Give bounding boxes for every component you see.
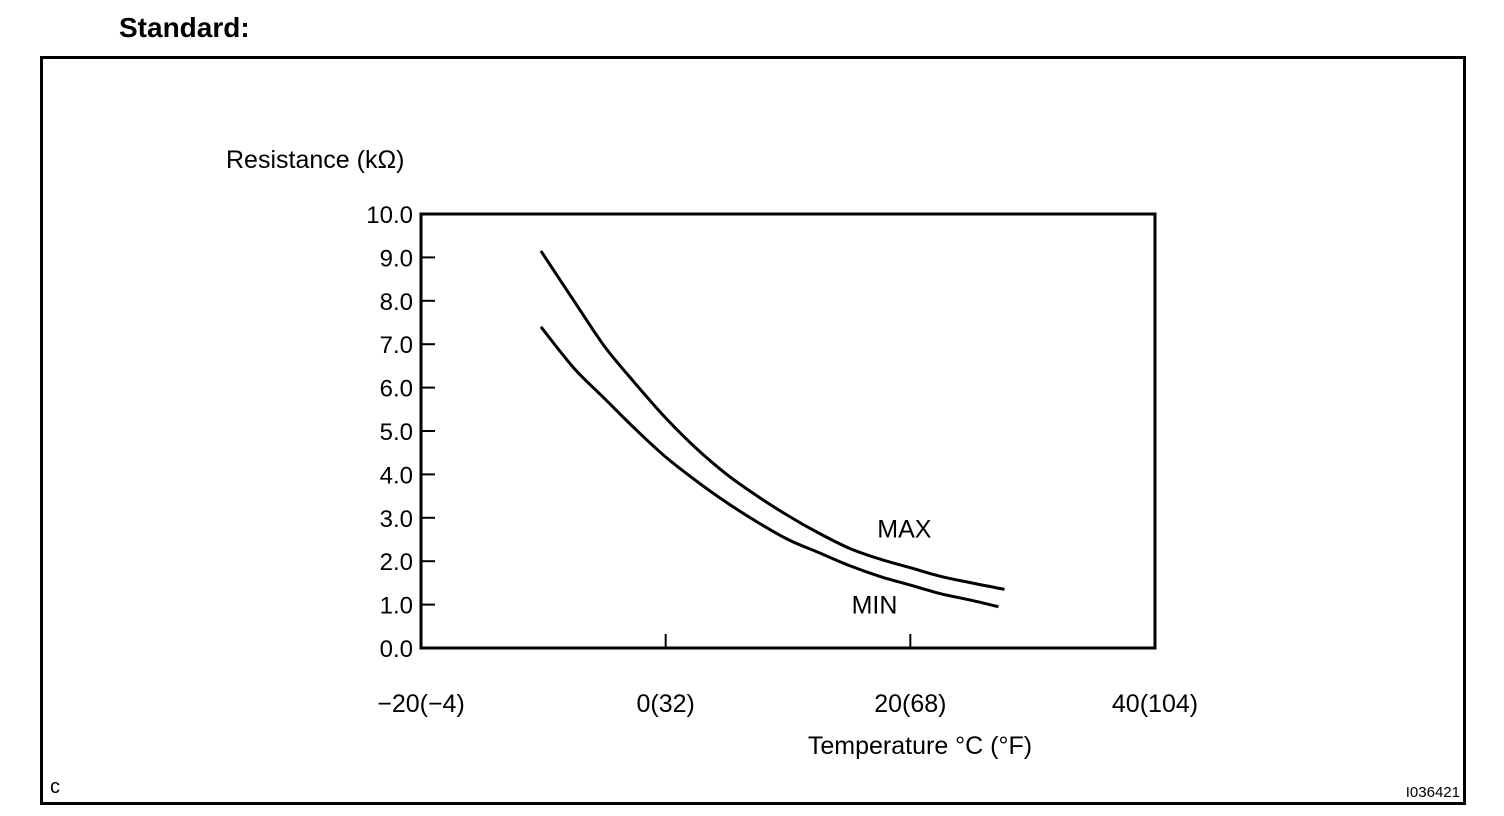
y-tick-label: 4.0 [380, 462, 413, 489]
y-tick-label: 10.0 [366, 202, 413, 229]
y-tick-label: 9.0 [380, 245, 413, 272]
x-tick-label: 40(104) [1112, 690, 1198, 718]
y-tick-label: 2.0 [380, 549, 413, 576]
y-tick-label: 7.0 [380, 332, 413, 359]
series-label-max: MAX [877, 516, 932, 544]
y-tick-label: 5.0 [380, 419, 413, 446]
figure-id: I036421 [1405, 784, 1460, 801]
page-heading: Standard: [119, 12, 250, 43]
series-line-min [539, 325, 999, 609]
x-tick-label: −20(−4) [377, 690, 465, 718]
x-tick-label: 0(32) [636, 690, 694, 718]
y-tick-label: 3.0 [380, 506, 413, 533]
y-tick-label: 0.0 [380, 636, 413, 663]
y-tick-label: 8.0 [380, 289, 413, 316]
series-label-min: MIN [852, 592, 898, 620]
annotations-group: MAX MIN [852, 516, 932, 620]
x-tick-label: 20(68) [874, 690, 946, 718]
series-line-max [539, 250, 1005, 591]
y-tick-label: 1.0 [380, 593, 413, 620]
x-axis-ticks: −20(−4) 0(32) 20(68) 40(104) [377, 634, 1198, 718]
chart-frame [40, 56, 1466, 805]
y-tick-label: 6.0 [380, 376, 413, 403]
series-group [539, 250, 1005, 609]
y-axis-ticks: 0.0 1.0 2.0 3.0 4.0 5.0 6.0 7.0 8.0 9.0 10.0 [366, 202, 435, 663]
x-axis-label: Temperature °C (°F) [808, 732, 1032, 760]
figure-letter: c [50, 776, 60, 798]
plot-area [419, 212, 1157, 650]
y-axis-label: Resistance (kΩ) [226, 146, 404, 174]
